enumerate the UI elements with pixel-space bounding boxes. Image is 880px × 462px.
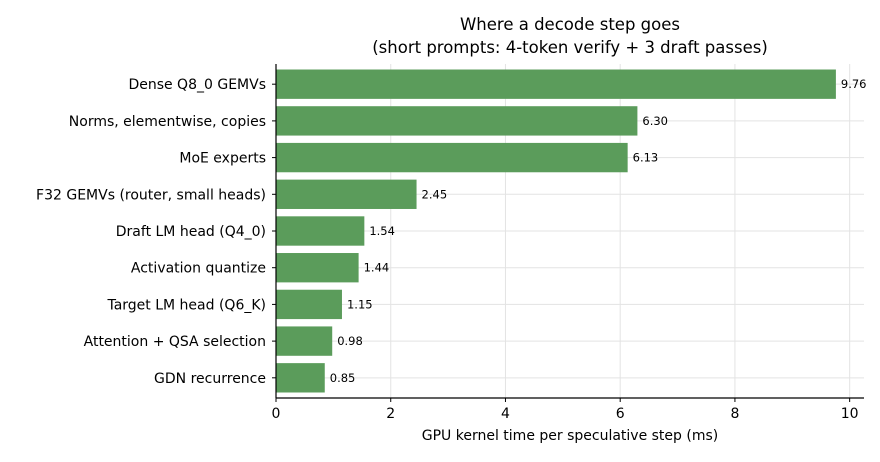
- chart-subtitle: (short prompts: 4-token verify + 3 draft…: [372, 38, 768, 57]
- x-tick-label: 8: [730, 406, 739, 422]
- x-tick-label: 2: [386, 406, 395, 422]
- x-axis-label: GPU kernel time per speculative step (ms…: [421, 428, 719, 444]
- category-tick-label: Draft LM head (Q4_0): [116, 224, 266, 240]
- bar: [276, 326, 333, 356]
- bar-value-label: 6.13: [633, 151, 659, 165]
- bar: [276, 216, 365, 246]
- x-tick-label: 6: [616, 406, 625, 422]
- bar-value-label: 1.15: [347, 297, 373, 311]
- bar-value-label: 6.30: [642, 114, 668, 128]
- bar: [276, 179, 417, 209]
- bar-value-label: 9.76: [841, 77, 867, 91]
- x-tick-label: 4: [501, 406, 510, 422]
- chart-title: Where a decode step goes: [459, 15, 680, 34]
- bar: [276, 69, 836, 99]
- x-tick-label: 10: [841, 406, 859, 422]
- category-tick-label: MoE experts: [179, 151, 266, 167]
- category-tick-label: Activation quantize: [131, 261, 266, 277]
- category-tick-label: Dense Q8_0 GEMVs: [128, 77, 266, 93]
- category-tick-label: Attention + QSA selection: [84, 334, 266, 350]
- category-tick-label: Norms, elementwise, copies: [69, 114, 266, 130]
- bar: [276, 289, 342, 320]
- x-tick-label: 0: [272, 406, 281, 422]
- bar: [276, 142, 628, 173]
- bar-value-label: 2.45: [422, 187, 448, 201]
- bar-value-label: 0.85: [330, 371, 356, 385]
- bar: [276, 106, 638, 136]
- bar-value-label: 1.44: [364, 261, 390, 275]
- bar-value-label: 0.98: [337, 334, 363, 348]
- bar-value-label: 1.54: [369, 224, 395, 238]
- category-tick-label: GDN recurrence: [154, 371, 266, 387]
- category-tick-label: F32 GEMVs (router, small heads): [36, 187, 266, 203]
- bar: [276, 363, 325, 393]
- bar: [276, 253, 359, 283]
- category-tick-label: Target LM head (Q6_K): [106, 297, 266, 313]
